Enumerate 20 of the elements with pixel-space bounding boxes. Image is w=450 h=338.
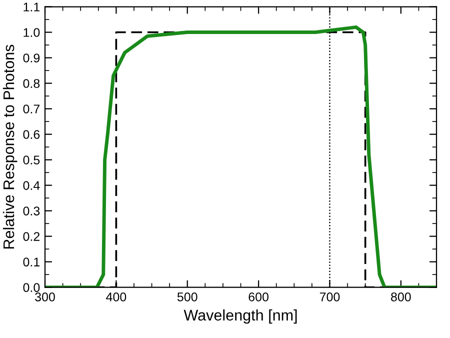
y-tick-label: 0.4: [23, 181, 40, 190]
y-tick-label: 0.8: [23, 79, 40, 88]
x-axis-title: Wavelength [nm]: [184, 309, 297, 324]
y-tick-label: 0.9: [23, 54, 40, 62]
y-axis-title: Relative Response to Photons: [2, 44, 18, 249]
y-tick-label: 0.5: [23, 156, 40, 164]
y-tick-label: 0.7: [23, 104, 40, 114]
y-tick-label: 0.6: [23, 130, 40, 139]
y-tick-label: 1.0: [24, 28, 40, 37]
x-tick-label: 700: [320, 292, 340, 302]
x-tick-label: 300: [35, 292, 55, 302]
y-tick-label: 1.1: [24, 2, 40, 12]
y-tick-label: 0.1: [23, 258, 40, 266]
x-tick-label: 400: [106, 292, 126, 302]
x-tick-label: 800: [391, 292, 411, 302]
x-tick-label: 600: [248, 292, 268, 302]
x-tick-label: 500: [177, 292, 198, 302]
y-tick-label: 0.2: [23, 232, 40, 241]
y-tick-label: 0.3: [23, 206, 40, 216]
y-tick-label: 0.0: [23, 283, 40, 292]
